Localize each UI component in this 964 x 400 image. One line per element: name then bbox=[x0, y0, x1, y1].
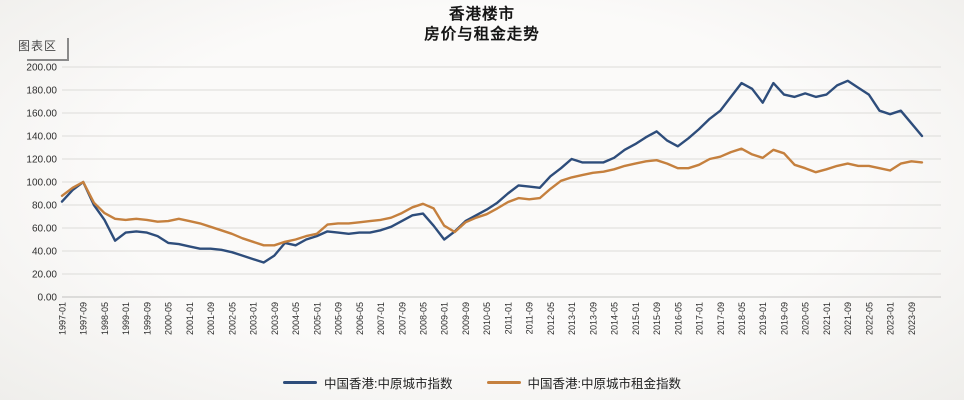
y-axis-label: 60.00 bbox=[32, 224, 57, 235]
x-axis-label: 2001-09 bbox=[206, 302, 216, 335]
price-index-legend-label: 中国香港:中原城市指数 bbox=[324, 377, 453, 391]
x-axis-label: 2013-01 bbox=[567, 302, 577, 335]
chart-title-line1: 香港楼市 bbox=[448, 6, 515, 23]
x-axis-label: 2015-09 bbox=[652, 302, 662, 335]
x-axis-label: 2017-09 bbox=[716, 302, 726, 335]
chart-title-line2: 房价与租金走势 bbox=[424, 26, 540, 44]
rent-index-line-swatch bbox=[486, 381, 521, 384]
chart-area-tooltip-label: 图表区 bbox=[18, 39, 58, 53]
x-axis-label: 2019-09 bbox=[779, 302, 789, 335]
x-axis-label: 2017-01 bbox=[695, 302, 705, 335]
x-axis-label: 2010-05 bbox=[482, 302, 492, 335]
legend-item-rent-index[interactable]: 中国香港:中原城市租金指数 bbox=[486, 373, 681, 392]
x-axis-label: 2011-01 bbox=[503, 302, 513, 334]
y-axis-label: 140.00 bbox=[26, 132, 57, 143]
x-axis-label: 2005-09 bbox=[334, 302, 344, 335]
x-axis-label: 1998-05 bbox=[100, 302, 110, 335]
x-axis-label: 2006-05 bbox=[355, 302, 365, 335]
x-axis-label: 2012-05 bbox=[546, 302, 556, 335]
x-axis-label: 2015-01 bbox=[631, 302, 641, 335]
x-axis-label: 2018-05 bbox=[737, 302, 747, 335]
chart-title[interactable]: 香港楼市 房价与租金走势 bbox=[0, 5, 964, 46]
y-axis-label: 80.00 bbox=[32, 201, 57, 212]
y-axis-label: 120.00 bbox=[26, 155, 57, 166]
legend: 中国香港:中原城市指数 中国香港:中原城市租金指数 bbox=[0, 373, 964, 392]
legend-item-price-index[interactable]: 中国香港:中原城市指数 bbox=[283, 373, 453, 392]
y-axis-label: 200.00 bbox=[26, 63, 57, 74]
x-axis-label: 1999-01 bbox=[121, 302, 131, 335]
x-axis-label: 2009-01 bbox=[440, 302, 450, 335]
x-axis-label: 2007-01 bbox=[376, 302, 386, 335]
tooltip-corner-line-horizontal bbox=[27, 59, 70, 61]
x-axis-label: 2022-05 bbox=[864, 302, 874, 335]
x-axis-label: 2004-05 bbox=[291, 302, 301, 335]
y-axis-label: 160.00 bbox=[26, 109, 57, 120]
x-axis-label: 2008-05 bbox=[418, 302, 428, 335]
series-line-1 bbox=[60, 147, 924, 247]
y-axis-label: 40.00 bbox=[32, 247, 57, 258]
x-axis-label: 2003-09 bbox=[270, 302, 280, 335]
x-axis-label: 2019-01 bbox=[758, 302, 768, 335]
x-axis-label: 1997-01 bbox=[58, 302, 68, 335]
x-axis-label: 2021-01 bbox=[822, 302, 832, 335]
x-axis-label: 2001-01 bbox=[185, 302, 195, 335]
x-axis-label: 2000-05 bbox=[164, 302, 174, 335]
y-axis-label: 100.00 bbox=[26, 178, 57, 189]
y-axis-label: 0.00 bbox=[38, 293, 58, 304]
x-axis-label: 2014-05 bbox=[610, 302, 620, 335]
x-axis-label: 1999-09 bbox=[142, 302, 152, 335]
rent-index-legend-label: 中国香港:中原城市租金指数 bbox=[527, 377, 681, 391]
x-axis-label: 2009-09 bbox=[461, 302, 471, 335]
y-axis-label: 180.00 bbox=[26, 86, 57, 97]
series-line-0 bbox=[60, 79, 924, 264]
x-axis-label: 2020-05 bbox=[801, 302, 811, 335]
y-axis-label: 20.00 bbox=[32, 270, 57, 281]
x-axis-label: 2023-09 bbox=[907, 302, 917, 335]
tooltip-corner-line-vertical bbox=[67, 38, 70, 60]
price-index-line-swatch bbox=[283, 381, 318, 384]
x-axis-label: 2002-05 bbox=[227, 302, 237, 335]
x-axis-label: 2005-01 bbox=[312, 302, 322, 335]
x-axis-label: 2007-09 bbox=[397, 302, 407, 335]
x-axis-label: 1997-09 bbox=[79, 302, 89, 335]
x-axis-label: 2016-05 bbox=[673, 302, 683, 335]
x-axis-label: 2021-09 bbox=[843, 302, 853, 335]
x-axis-label: 2011-09 bbox=[525, 302, 535, 334]
x-axis-label: 2013-09 bbox=[588, 302, 598, 335]
x-axis-label: 2023-01 bbox=[886, 302, 896, 335]
chart-area-tooltip: 图表区 bbox=[14, 36, 70, 61]
x-axis-label: 2003-01 bbox=[249, 302, 259, 335]
